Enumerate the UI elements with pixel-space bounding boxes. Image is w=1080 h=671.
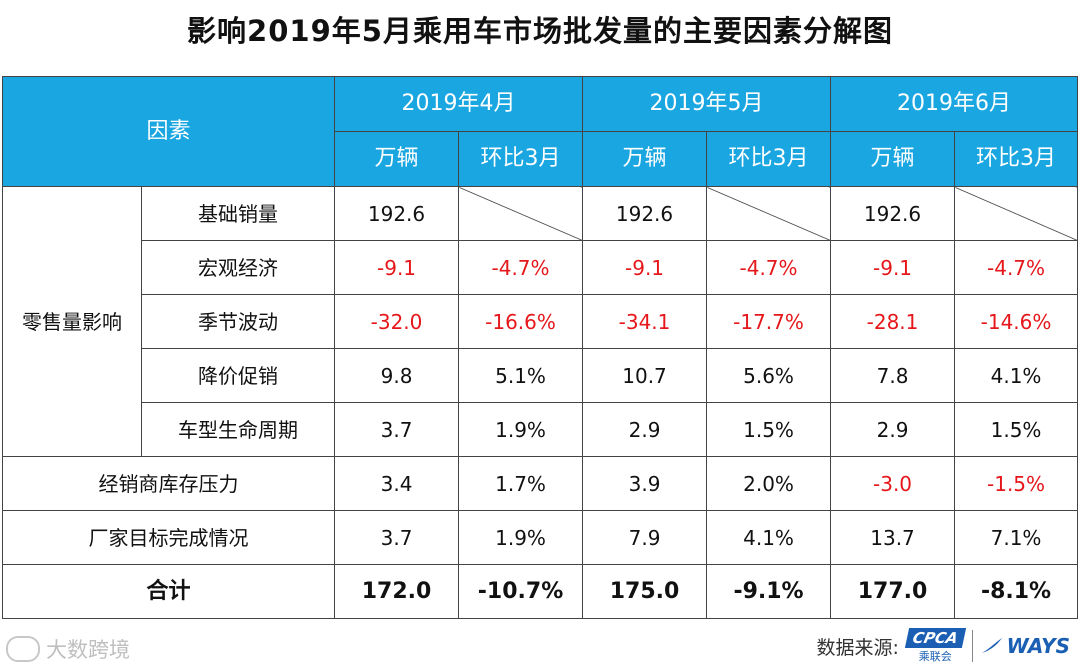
table-row: 经销商库存压力 3.4 1.7% 3.9 2.0% -3.0 -1.5% [1,456,1079,511]
total-label: 合计 [1,564,336,619]
table-cell: -3.0 [830,456,956,511]
table-cell: -17.7% [706,294,832,349]
cpca-logo-sub: 乘联会 [918,650,952,663]
row-label: 季节波动 [140,294,336,349]
table-cell: 3.9 [582,456,708,511]
table-cell: -4.7% [458,240,584,295]
total-cell: 175.0 [582,564,708,619]
header-row-months: 因素 2019年4月 2019年5月 2019年6月 [1,76,1079,187]
table-cell: 1.5% [954,402,1079,457]
table-cell: 4.1% [706,510,832,565]
cpca-logo: CPCA 乘联会 [904,628,966,664]
table-row: 零售量影响 基础销量 192.6 192.6 192.6 [2,186,1079,457]
row-label: 厂家目标完成情况 [1,510,336,565]
ways-swoosh-icon [981,638,1002,653]
total-cell: -10.7% [458,564,584,619]
table-cell: 1.5% [706,402,832,457]
table-cell: 192.6 [334,186,460,241]
table-cell: 2.9 [582,402,708,457]
header-unit: 万辆 [582,131,708,187]
header-mom: 环比3月 [706,131,832,187]
table-cell: 1.7% [458,456,584,511]
table-cell: 4.1% [954,348,1079,403]
factor-table: 因素 2019年4月 2019年5月 2019年6月 万辆 环比3月 万辆 环比… [1,76,1079,619]
table-row: 季节波动 -32.0 -16.6% -34.1 -17.7% -28.1 -14… [3,294,1079,349]
table-cell: 3.4 [334,456,460,511]
watermark: 大数跨境 [6,634,130,664]
header-unit: 万辆 [334,131,460,187]
table-cell: 1.9% [458,402,584,457]
total-cell: -8.1% [954,564,1079,619]
table-cell: 9.8 [334,348,460,403]
table-cell: 7.1% [954,510,1079,565]
total-cell: 172.0 [334,564,460,619]
table-cell: 7.9 [582,510,708,565]
table-cell: 1.9% [458,510,584,565]
cpca-logo-text: CPCA [904,628,966,648]
total-cell: 177.0 [830,564,956,619]
row-label: 车型生命周期 [140,402,336,457]
header-month-apr: 2019年4月 [334,76,584,132]
table-cell: 5.1% [458,348,584,403]
table-cell: 13.7 [830,510,956,565]
total-cell: -9.1% [706,564,832,619]
table-cell: -14.6% [954,294,1079,349]
table-cell: -4.7% [706,240,832,295]
table-row: 厂家目标完成情况 3.7 1.9% 7.9 4.1% 13.7 7.1% [1,510,1079,565]
header-factor: 因素 [1,76,336,187]
table-cell: 7.8 [830,348,956,403]
table-cell: 2.0% [706,456,832,511]
table-cell: -28.1 [830,294,956,349]
header-unit: 万辆 [830,131,956,187]
group-label: 零售量影响 [2,186,142,457]
ways-logo: WAYS [981,634,1070,658]
data-source: 数据来源: CPCA 乘联会 WAYS [817,628,1070,664]
ways-logo-text: WAYS [1006,634,1070,658]
table-row: 降价促销 9.8 5.1% 10.7 5.6% 7.8 4.1% [3,348,1079,403]
table-cell: -9.1 [334,240,460,295]
logo-divider [971,630,973,662]
watermark-logo-icon [6,636,40,662]
row-label: 经销商库存压力 [1,456,336,511]
table-cell: 2.9 [830,402,956,457]
table-cell: 3.7 [334,402,460,457]
watermark-text: 大数跨境 [46,638,130,662]
row-label: 宏观经济 [140,240,336,295]
table-cell: -1.5% [954,456,1079,511]
source-label: 数据来源: [816,636,899,659]
empty-diagonal-cell [954,186,1079,241]
table-cell: 5.6% [706,348,832,403]
table-cell: -16.6% [458,294,584,349]
header-mom: 环比3月 [954,131,1079,187]
header-mom: 环比3月 [458,131,584,187]
table-cell: -9.1 [582,240,708,295]
header-month-may: 2019年5月 [582,76,832,132]
table-cell: -34.1 [582,294,708,349]
row-label: 降价促销 [140,348,336,403]
header-month-jun: 2019年6月 [830,76,1079,132]
total-row: 合计 172.0 -10.7% 175.0 -9.1% 177.0 -8.1% [1,564,1079,619]
table-cell: -4.7% [954,240,1079,295]
table-cell: -9.1 [830,240,956,295]
row-label: 基础销量 [140,186,336,241]
empty-diagonal-cell [458,186,584,241]
header-row-units: 万辆 环比3月 万辆 环比3月 万辆 环比3月 [3,131,1079,187]
table-cell: -32.0 [334,294,460,349]
empty-diagonal-cell [706,186,832,241]
table-cell: 192.6 [830,186,956,241]
table-cell: 3.7 [334,510,460,565]
table-row: 车型生命周期 3.7 1.9% 2.9 1.5% 2.9 1.5% [3,402,1079,457]
table-cell: 192.6 [582,186,708,241]
table-cell: 10.7 [582,348,708,403]
table-row: 宏观经济 -9.1 -4.7% -9.1 -4.7% -9.1 -4.7% [3,240,1079,295]
page-title: 影响2019年5月乘用车市场批发量的主要因素分解图 [187,14,893,48]
